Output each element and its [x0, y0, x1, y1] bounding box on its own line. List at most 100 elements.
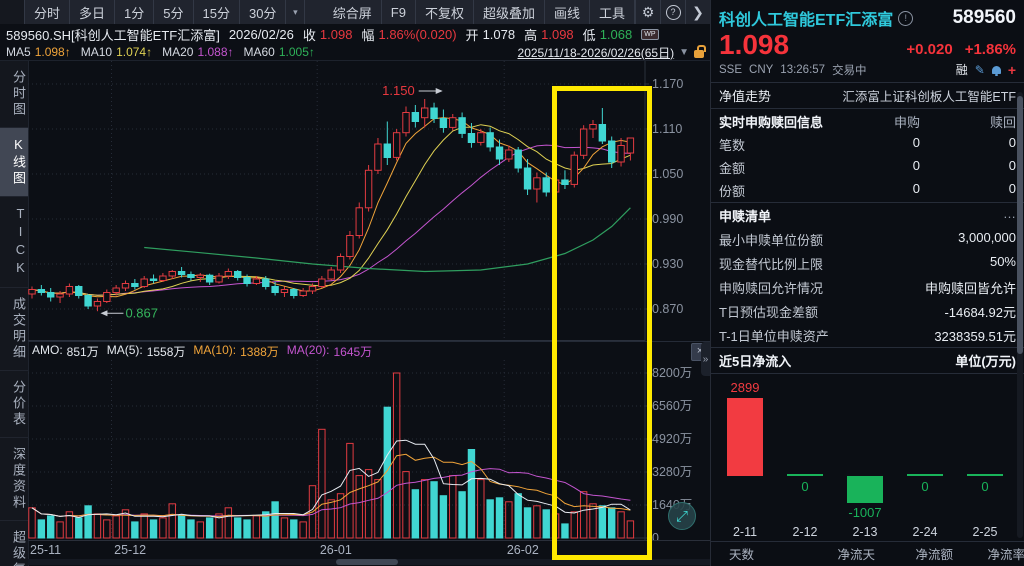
- svg-text:3280万: 3280万: [652, 465, 692, 479]
- toolbar-period-15分[interactable]: 15分: [194, 0, 240, 24]
- toolbar-period-30分[interactable]: 30分: [240, 0, 287, 24]
- wp-monitor-icon[interactable]: WP: [641, 28, 659, 40]
- list-row: T日预估现金差额 -14684.92元: [711, 299, 1024, 323]
- realtime-redeem-value: 0: [1008, 158, 1016, 173]
- svg-text:8200万: 8200万: [652, 366, 692, 380]
- edit-icon[interactable]: ✎: [974, 62, 985, 77]
- highlight-annotation-box[interactable]: [552, 86, 652, 560]
- panel-collapse-handle[interactable]: »: [701, 342, 710, 376]
- flow-date-label: 2-12: [792, 525, 818, 539]
- flow-summary-table: 天数净流天净流额净流率5118924.54%104996629.62%: [711, 541, 1024, 566]
- realtime-row: 份额 0 0: [711, 179, 1024, 202]
- add-watchlist-icon[interactable]: +: [1007, 61, 1016, 78]
- flow-column-2-12: 0 2-12: [777, 374, 833, 541]
- flow-column-2-24: 0 2-24: [897, 374, 953, 541]
- list-row-label: T日预估现金差额: [719, 304, 818, 320]
- flow-zero-line: [787, 474, 823, 476]
- toolbar-period-分时[interactable]: 分时: [25, 0, 71, 24]
- flow-table-header: 净流额: [915, 547, 953, 562]
- ma-pair-MA20: MA20 1.088↑: [162, 45, 233, 59]
- flow-table-header-row: 天数 净流天 净流额 净流率: [711, 542, 1024, 564]
- ma-pair-MA10: MA10 1.074↑: [81, 45, 152, 59]
- sidebar-item-TICK[interactable]: TICK: [0, 197, 28, 288]
- toolbar-action-不复权[interactable]: 不复权: [416, 0, 474, 24]
- toolbar-expand-icon[interactable]: ❯: [685, 0, 710, 24]
- volume-ma-label: MA(10):: [193, 342, 237, 357]
- ma-label: MA20: [162, 45, 194, 59]
- change-percent: +1.86%: [964, 41, 1016, 58]
- realtime-section-title: 实时申购赎回信息 申购 赎回: [711, 109, 1024, 133]
- sidebar-item-K线图[interactable]: K线图: [0, 128, 28, 197]
- date-range-caret-icon[interactable]: ▼: [679, 46, 689, 58]
- sidebar-item-成交明细[interactable]: 成交明细: [0, 288, 28, 371]
- ma-label: MA10: [80, 45, 113, 59]
- symbol-label: 589560.SH[科创人工智能ETF汇添富]: [6, 27, 220, 43]
- flow-table-header: 净流率: [987, 547, 1024, 562]
- volume-ma-value: 1645万: [333, 344, 373, 359]
- volume-ma-label: MA(20):: [286, 342, 330, 357]
- svg-text:4920万: 4920万: [652, 432, 692, 446]
- sidebar-item-分价表[interactable]: 分价表: [0, 371, 28, 438]
- nav-label: 净值走势: [719, 89, 772, 104]
- settings-icon[interactable]: ⚙: [635, 0, 660, 24]
- ma-label: MA60: [243, 45, 275, 59]
- flow-date-label: 2-11: [732, 525, 758, 539]
- close-value: 1.098: [319, 26, 353, 42]
- realtime-row-label: 份额: [719, 184, 746, 199]
- exchange-label: SSE: [719, 63, 743, 76]
- volume-chart[interactable]: 8200万6560万4920万3280万1640万0 ⤢: [28, 360, 710, 540]
- horizontal-scrollbar[interactable]: [28, 559, 710, 565]
- flow-value-label: 0: [981, 479, 989, 494]
- info-icon[interactable]: !: [898, 10, 914, 26]
- volume-ma-value: 851万: [66, 344, 99, 359]
- flow-value-label: 2899: [730, 380, 760, 395]
- list-row-value: 3238359.51元: [934, 328, 1016, 344]
- vscroll-thumb[interactable]: [1017, 96, 1023, 354]
- toolbar-period-1分[interactable]: 1分: [115, 0, 155, 24]
- flow-bar-positive: [727, 398, 763, 476]
- svg-text:0.870: 0.870: [652, 302, 683, 316]
- toolbar-period-5分[interactable]: 5分: [154, 0, 194, 24]
- period-dropdown-caret[interactable]: ▾: [286, 0, 306, 24]
- date-range-link[interactable]: 2025/11/18-2026/02/26(65日): [517, 45, 675, 60]
- toolbar-action-综合屏[interactable]: 综合屏: [324, 0, 382, 24]
- hscroll-thumb[interactable]: [336, 559, 398, 565]
- toolbar-action-工具[interactable]: 工具: [590, 0, 635, 24]
- flow-zero-line: [967, 474, 1003, 476]
- flow-value-label: 0: [801, 479, 809, 494]
- nav-value-row[interactable]: 净值走势 汇添富上证科创板人工智能ETF: [711, 82, 1024, 109]
- toolbar-period-多日[interactable]: 多日: [70, 0, 116, 24]
- expand-chart-icon[interactable]: ⤢: [668, 502, 696, 530]
- flow-date-label: 2-24: [912, 525, 938, 539]
- open-value: 1.078: [482, 26, 516, 42]
- vertical-scrollbar[interactable]: [1017, 92, 1023, 538]
- nav-fund-name: 汇添富上证科创板人工智能ETF: [842, 90, 1016, 104]
- top-toolbar: 分时 多日 1分 5分 15分 30分 ▾ 综合屏 F9 不复权 超级叠加 画线 工具 ⚙ ? ❯: [0, 0, 710, 25]
- realtime-rows: 笔数 0 0 金额 0 0 份额 0 0: [711, 133, 1024, 202]
- volume-ma-value: 1558万: [146, 344, 186, 359]
- list-title: 申赎清单: [719, 209, 772, 224]
- alert-bell-icon[interactable]: [991, 65, 1001, 76]
- x-axis-label-26-02: 26-02: [506, 543, 539, 557]
- volume-ma-value: 1388万: [240, 344, 279, 359]
- toolbar-action-超级叠加[interactable]: 超级叠加: [474, 0, 545, 24]
- flow-column-2-13: -1007 2-13: [837, 374, 893, 541]
- more-icon[interactable]: …: [1003, 206, 1016, 221]
- toolbar-action-画线[interactable]: 画线: [545, 0, 590, 24]
- kline-chart[interactable]: 1.170 1.110 1.050 0.990 0.930 0.870 1.150 0.867: [28, 61, 710, 341]
- svg-text:0.930: 0.930: [652, 257, 683, 271]
- realtime-buy-value: 0: [912, 135, 920, 150]
- quote-detail-panel: 科创人工智能ETF汇添富 ! 589560 1.098 +0.020 +1.86…: [710, 0, 1024, 566]
- chart-workspace: 589560.SH[科创人工智能ETF汇添富] 2026/02/26 收 1.0…: [0, 24, 710, 566]
- ma-indicator-row: MA5 1.098↑ MA10 1.074↑ MA20 1.088↑ MA60 1.005↑ …: [0, 44, 710, 61]
- sidebar-item-深度资料[interactable]: 深度资料: [0, 438, 28, 521]
- flow-section-title: 近5日净流入 单位(万元): [711, 347, 1024, 374]
- unlock-icon[interactable]: [694, 45, 706, 58]
- x-axis-label-26-01: 26-01: [319, 543, 352, 557]
- ma-value: 1.005↑: [278, 45, 315, 59]
- toolbar-action-F9[interactable]: F9: [382, 0, 416, 24]
- flow-bar-negative: [847, 476, 883, 504]
- sidebar-item-分时图[interactable]: 分时图: [0, 61, 28, 128]
- help-icon[interactable]: ?: [660, 0, 685, 24]
- sidebar-item-超级复盘[interactable]: 超级复盘: [0, 521, 28, 566]
